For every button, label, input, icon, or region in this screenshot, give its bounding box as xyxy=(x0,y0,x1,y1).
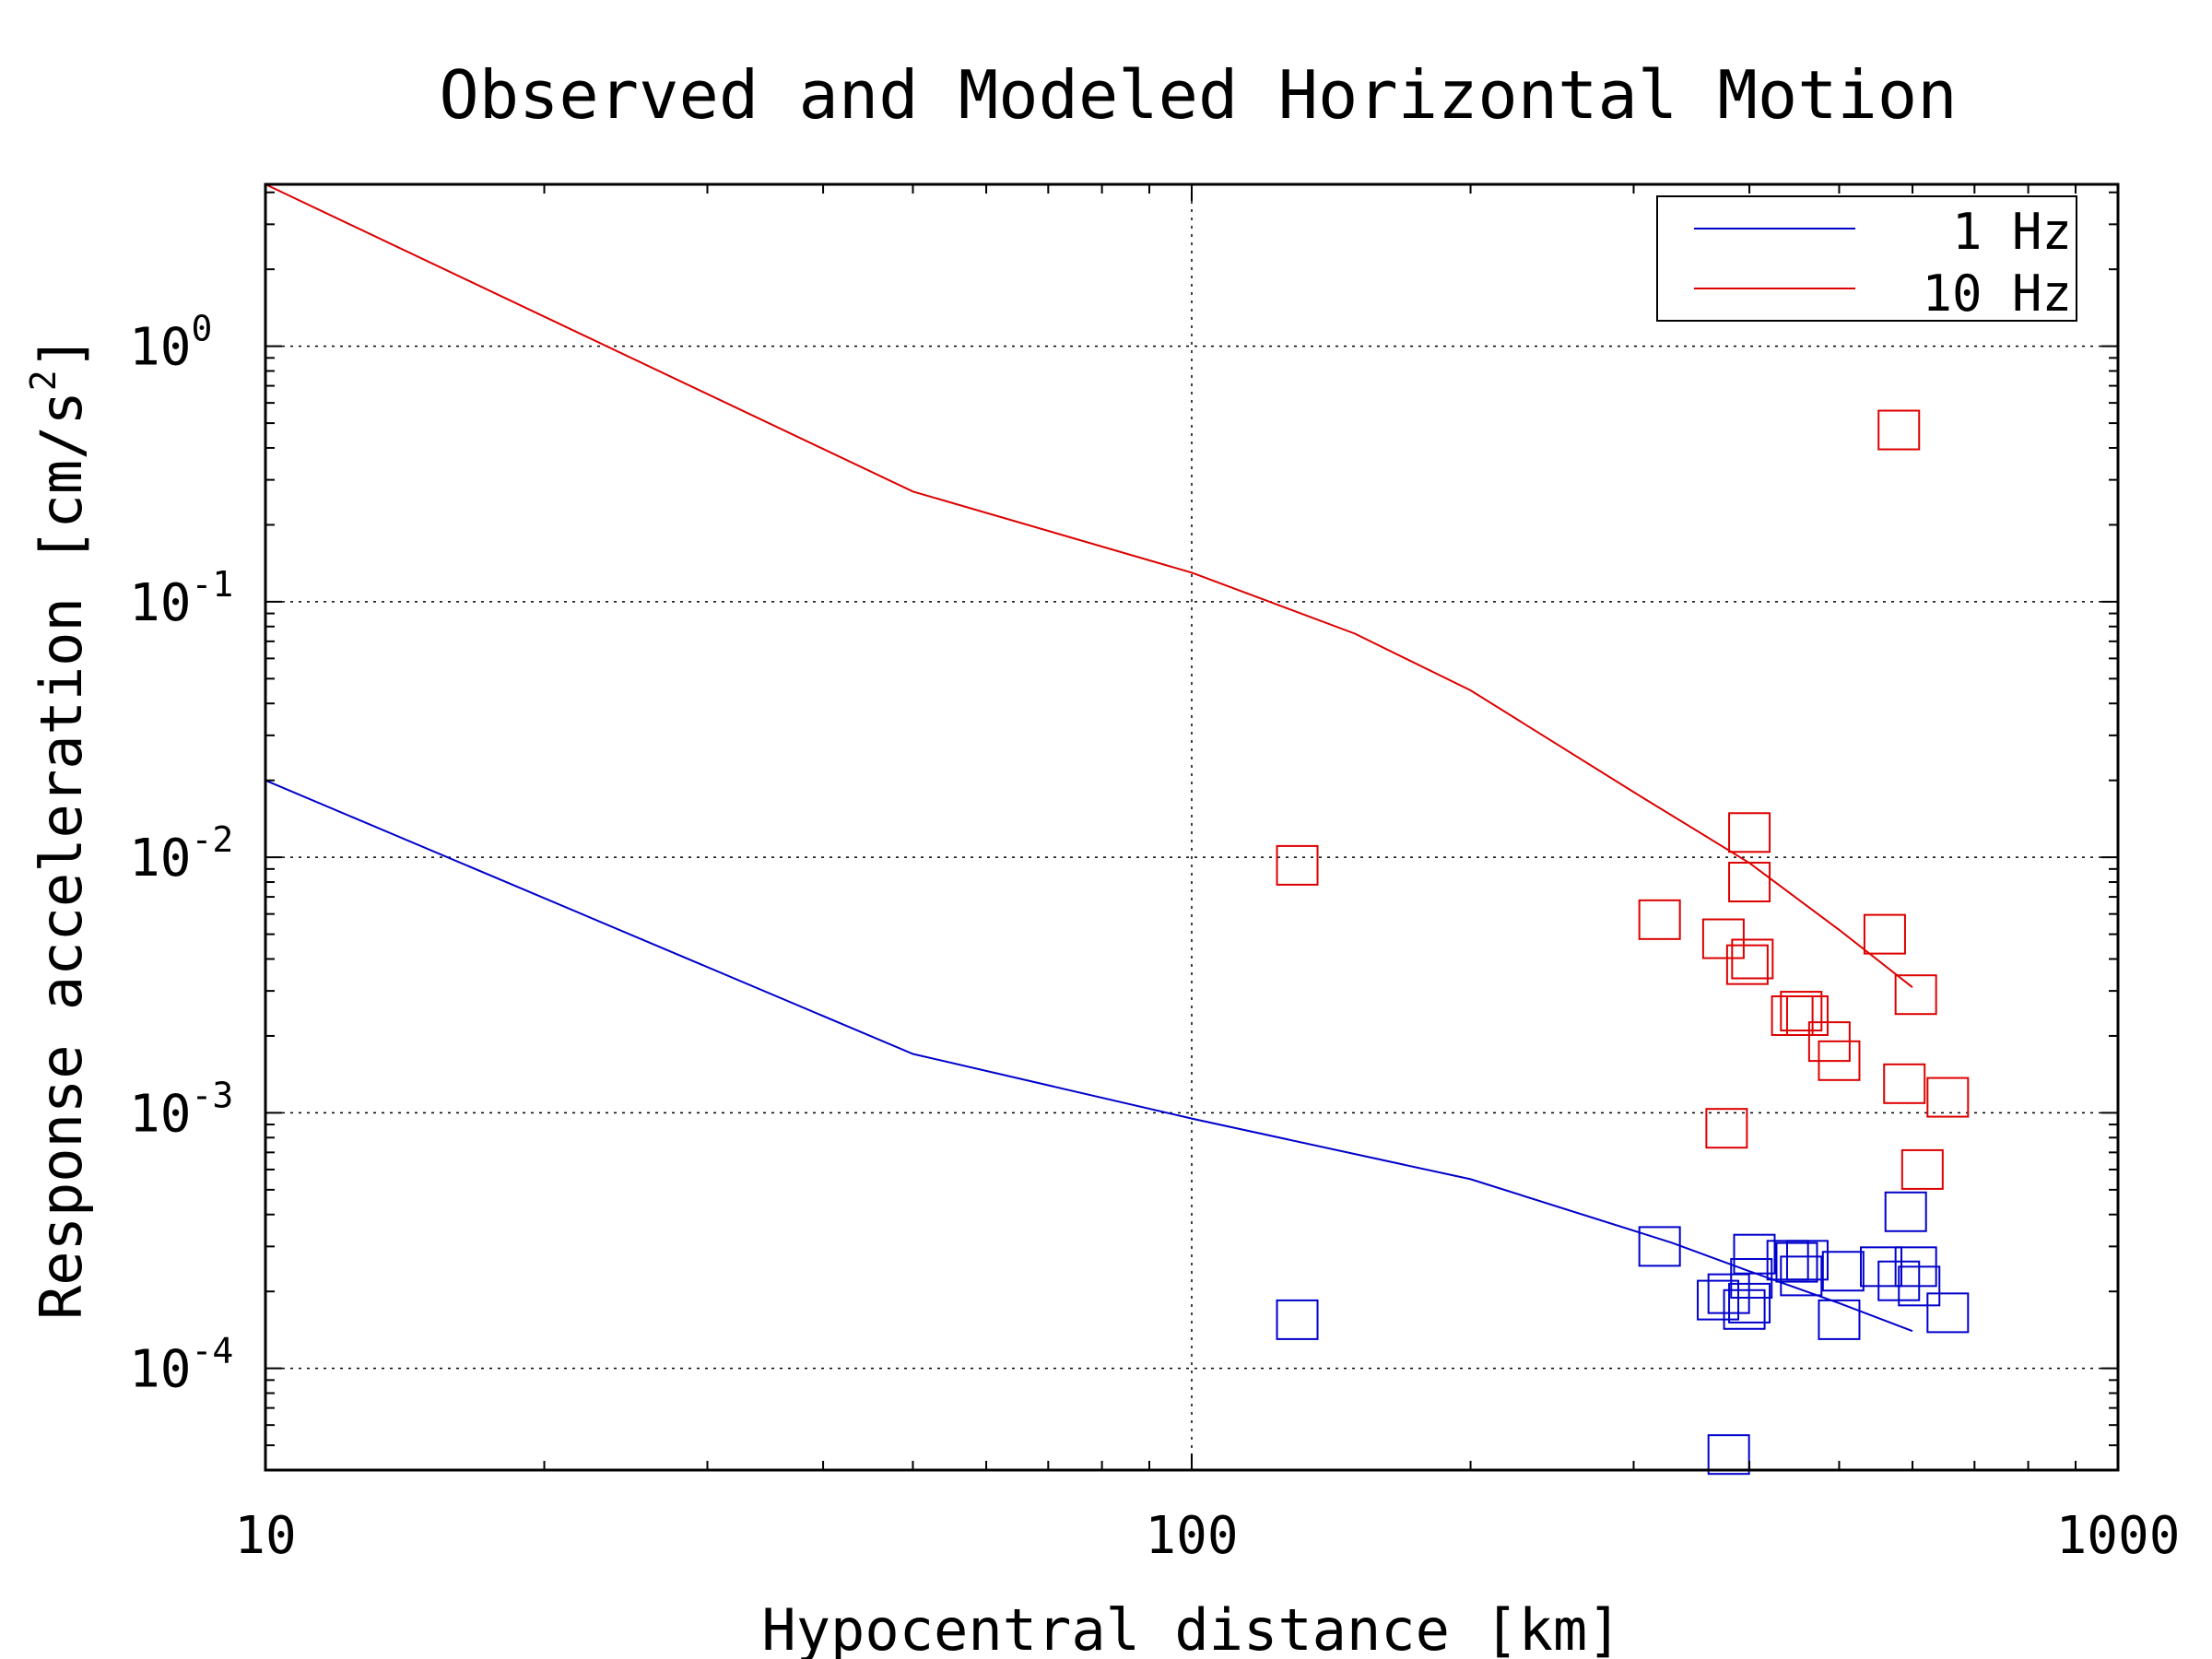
observed-point-1hz xyxy=(1638,1226,1681,1267)
observed-point-10hz xyxy=(1705,1108,1748,1149)
y-tick-labels: 10-4 10-3 10-2 10-1 100 xyxy=(129,309,233,1400)
observed-point-1hz xyxy=(1775,1241,1818,1283)
observed-point-10hz xyxy=(1877,409,1921,451)
observed-point-1hz xyxy=(1730,1258,1773,1300)
observed-point-1hz xyxy=(1785,1240,1829,1281)
observed-point-1hz xyxy=(1728,1282,1771,1324)
observed-point-10hz xyxy=(1638,899,1681,940)
legend: 1 Hz 10 Hz xyxy=(1656,195,2077,323)
observed-point-10hz xyxy=(1276,844,1319,886)
observed-point-1hz xyxy=(1707,1434,1750,1476)
y-tick-label: 10-3 xyxy=(129,1075,233,1144)
observed-point-10hz xyxy=(1771,994,1814,1036)
y-axis-label-main: Response acceleration [cm/s xyxy=(28,391,95,1320)
observed-point-10hz xyxy=(1785,994,1829,1036)
observed-point-1hz xyxy=(1733,1233,1776,1275)
x-tick-label: 100 xyxy=(1145,1506,1238,1566)
y-axis-label-close: ] xyxy=(28,335,95,370)
y-tick-label: 10-4 xyxy=(129,1331,233,1400)
x-tick-labels: 10 100 1000 xyxy=(234,1506,2180,1566)
observed-point-10hz xyxy=(1863,913,1906,955)
y-tick-label: 10-1 xyxy=(129,564,233,633)
x-tick-label: 1000 xyxy=(2056,1506,2181,1566)
observed-point-1hz xyxy=(1821,1251,1865,1292)
observed-point-1hz xyxy=(1898,1265,1941,1307)
grid-lines xyxy=(265,184,2118,1470)
observed-point-10hz xyxy=(1883,1063,1926,1104)
observed-point-1hz xyxy=(1926,1292,1970,1334)
observed-point-10hz xyxy=(1725,944,1769,985)
model-curve-10hz xyxy=(265,183,1913,988)
observed-point-1hz xyxy=(1276,1299,1319,1340)
observed-point-1hz xyxy=(1723,1288,1766,1330)
observed-point-10hz xyxy=(1926,1077,1970,1118)
y-tick-label: 100 xyxy=(129,309,212,378)
observation-markers xyxy=(1276,409,1970,1476)
legend-box xyxy=(1656,195,2077,322)
observed-point-10hz xyxy=(1807,1021,1851,1063)
chart-title: Observed and Modeled Horizontal Motion xyxy=(439,56,1957,134)
legend-label-10hz: 10 Hz xyxy=(1922,265,2072,323)
observed-point-10hz xyxy=(1728,862,1771,903)
observed-point-10hz xyxy=(1780,991,1823,1032)
observed-point-1hz xyxy=(1818,1299,1861,1340)
observed-point-1hz xyxy=(1780,1255,1823,1297)
model-curve-1hz xyxy=(265,779,1913,1333)
observed-point-1hz xyxy=(1884,1191,1927,1232)
model-curves xyxy=(265,183,1913,1333)
x-axis-label: Hypocentral distance [km] xyxy=(761,1596,1621,1659)
observed-point-10hz xyxy=(1731,938,1774,980)
legend-label-1hz: 1 Hz xyxy=(1952,203,2072,261)
y-axis-label-superscript: 2 xyxy=(23,370,64,391)
observed-point-10hz xyxy=(1728,812,1771,853)
y-axis-label: Response acceleration [cm/s2] xyxy=(23,335,95,1320)
observed-point-10hz xyxy=(1900,1148,1944,1190)
observed-point-10hz xyxy=(1894,974,1937,1016)
observed-point-1hz xyxy=(1697,1279,1740,1321)
axis-ticks xyxy=(265,184,2119,1471)
x-tick-label: 10 xyxy=(234,1506,296,1566)
y-tick-label: 10-2 xyxy=(129,819,233,888)
